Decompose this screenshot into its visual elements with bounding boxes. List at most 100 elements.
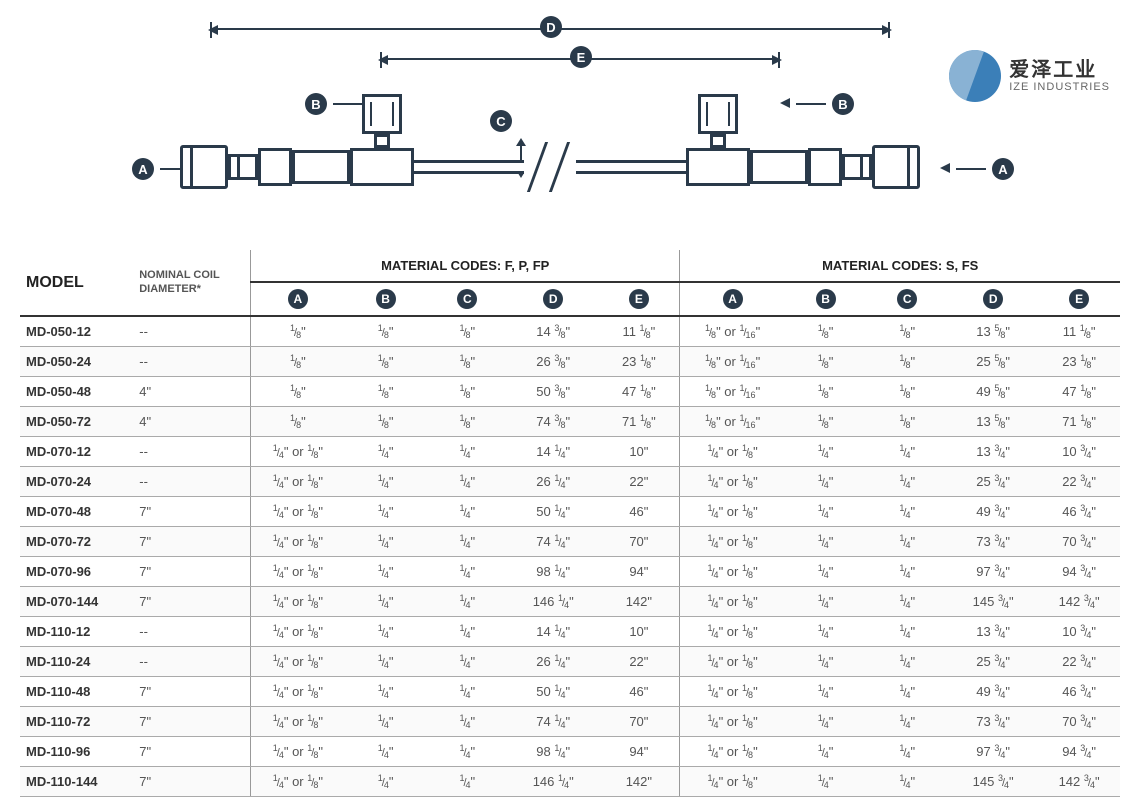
cell-g1-1: 1/4" xyxy=(345,707,427,737)
table-row: MD-110-24--1/4" or 1/8"1/4"1/4"26 1/4"22… xyxy=(20,647,1120,677)
cell-coil: -- xyxy=(135,617,250,647)
fitting-drawing xyxy=(180,120,920,210)
cell-model: MD-070-24 xyxy=(20,467,135,497)
cell-g1-0: 1/4" or 1/8" xyxy=(250,737,344,767)
cell-g2-2: 1/4" xyxy=(866,767,948,797)
cell-g2-3: 25 3/4" xyxy=(948,647,1038,677)
cell-g2-3: 13 5/8" xyxy=(948,316,1038,347)
cell-g1-2: 1/4" xyxy=(426,587,508,617)
cell-g2-4: 94 3/4" xyxy=(1038,737,1120,767)
cell-g2-3: 49 3/4" xyxy=(948,497,1038,527)
cell-g2-4: 70 3/4" xyxy=(1038,527,1120,557)
cell-g1-1: 1/4" xyxy=(345,587,427,617)
cell-g1-1: 1/4" xyxy=(345,557,427,587)
cell-g2-1: 1/8" xyxy=(785,377,867,407)
cell-g2-4: 46 3/4" xyxy=(1038,497,1120,527)
cell-g1-3: 26 1/4" xyxy=(508,467,598,497)
cell-g1-2: 1/8" xyxy=(426,377,508,407)
cell-g2-1: 1/8" xyxy=(785,347,867,377)
cell-coil: 7" xyxy=(135,677,250,707)
cell-g2-4: 71 1/8" xyxy=(1038,407,1120,437)
cell-g2-2: 1/8" xyxy=(866,407,948,437)
cell-g1-0: 1/4" or 1/8" xyxy=(250,557,344,587)
cell-g1-1: 1/8" xyxy=(345,316,427,347)
cell-g1-3: 26 3/8" xyxy=(508,347,598,377)
cell-g2-1: 1/8" xyxy=(785,407,867,437)
cell-g2-1: 1/4" xyxy=(785,497,867,527)
cell-coil: 7" xyxy=(135,557,250,587)
cell-g1-4: 23 1/8" xyxy=(598,347,680,377)
cell-g1-2: 1/4" xyxy=(426,647,508,677)
table-row: MD-070-24--1/4" or 1/8"1/4"1/4"26 1/4"22… xyxy=(20,467,1120,497)
cell-g1-0: 1/4" or 1/8" xyxy=(250,467,344,497)
cell-g1-3: 14 1/4" xyxy=(508,617,598,647)
cell-model: MD-050-12 xyxy=(20,316,135,347)
cell-g2-3: 13 3/4" xyxy=(948,437,1038,467)
cell-model: MD-070-144 xyxy=(20,587,135,617)
cell-g2-4: 22 3/4" xyxy=(1038,467,1120,497)
cell-g1-4: 46" xyxy=(598,677,680,707)
cell-g1-3: 50 1/4" xyxy=(508,497,598,527)
cell-g2-3: 73 3/4" xyxy=(948,707,1038,737)
cell-model: MD-050-72 xyxy=(20,407,135,437)
cell-coil: -- xyxy=(135,316,250,347)
table-row: MD-050-24--1/8"1/8"1/8"26 3/8"23 1/8"1/8… xyxy=(20,347,1120,377)
cell-g1-4: 10" xyxy=(598,437,680,467)
cell-g2-2: 1/4" xyxy=(866,497,948,527)
cell-g2-1: 1/8" xyxy=(785,316,867,347)
cell-coil: 7" xyxy=(135,497,250,527)
cell-model: MD-070-48 xyxy=(20,497,135,527)
cell-g1-1: 1/8" xyxy=(345,407,427,437)
col-badge-b2: B xyxy=(816,289,836,309)
cell-coil: -- xyxy=(135,437,250,467)
cell-coil: 7" xyxy=(135,737,250,767)
cell-g1-4: 94" xyxy=(598,557,680,587)
cell-g1-2: 1/4" xyxy=(426,437,508,467)
cell-g1-3: 98 1/4" xyxy=(508,737,598,767)
cell-g2-3: 13 3/4" xyxy=(948,617,1038,647)
col-badge-a: A xyxy=(288,289,308,309)
cell-g2-0: 1/4" or 1/8" xyxy=(680,707,785,737)
dimension-badge-e: E xyxy=(570,46,592,68)
cell-g1-2: 1/4" xyxy=(426,557,508,587)
col-badge-b: B xyxy=(376,289,396,309)
col-badge-c: C xyxy=(457,289,477,309)
cell-g1-1: 1/4" xyxy=(345,737,427,767)
cell-g2-3: 25 5/8" xyxy=(948,347,1038,377)
cell-g1-1: 1/8" xyxy=(345,347,427,377)
cell-coil: 4" xyxy=(135,407,250,437)
cell-g1-0: 1/8" xyxy=(250,316,344,347)
cell-g2-3: 49 3/4" xyxy=(948,677,1038,707)
cell-g1-0: 1/4" or 1/8" xyxy=(250,677,344,707)
cell-g1-0: 1/4" or 1/8" xyxy=(250,527,344,557)
cell-g1-0: 1/4" or 1/8" xyxy=(250,497,344,527)
cell-g2-2: 1/4" xyxy=(866,737,948,767)
cell-g1-2: 1/4" xyxy=(426,767,508,797)
dimension-badge-d: D xyxy=(540,16,562,38)
cell-coil: 7" xyxy=(135,707,250,737)
cell-g1-1: 1/4" xyxy=(345,497,427,527)
col-badge-e2: E xyxy=(1069,289,1089,309)
cell-g2-3: 145 3/4" xyxy=(948,587,1038,617)
logo-icon xyxy=(949,50,1001,102)
cell-model: MD-110-72 xyxy=(20,707,135,737)
cell-g1-4: 11 1/8" xyxy=(598,316,680,347)
cell-g2-2: 1/4" xyxy=(866,617,948,647)
cell-g1-4: 70" xyxy=(598,707,680,737)
cell-g2-3: 97 3/4" xyxy=(948,557,1038,587)
cell-g1-0: 1/8" xyxy=(250,347,344,377)
cell-g2-2: 1/4" xyxy=(866,437,948,467)
cell-g2-2: 1/4" xyxy=(866,707,948,737)
cell-g1-0: 1/4" or 1/8" xyxy=(250,647,344,677)
table-row: MD-070-487"1/4" or 1/8"1/4"1/4"50 1/4"46… xyxy=(20,497,1120,527)
cell-g1-2: 1/4" xyxy=(426,497,508,527)
cell-g2-1: 1/4" xyxy=(785,707,867,737)
cell-g1-2: 1/4" xyxy=(426,677,508,707)
cell-g1-4: 46" xyxy=(598,497,680,527)
cell-g1-4: 22" xyxy=(598,467,680,497)
cell-coil: 7" xyxy=(135,587,250,617)
cell-g2-4: 10 3/4" xyxy=(1038,617,1120,647)
cell-coil: 4" xyxy=(135,377,250,407)
cell-g2-0: 1/4" or 1/8" xyxy=(680,467,785,497)
cell-g2-2: 1/4" xyxy=(866,467,948,497)
